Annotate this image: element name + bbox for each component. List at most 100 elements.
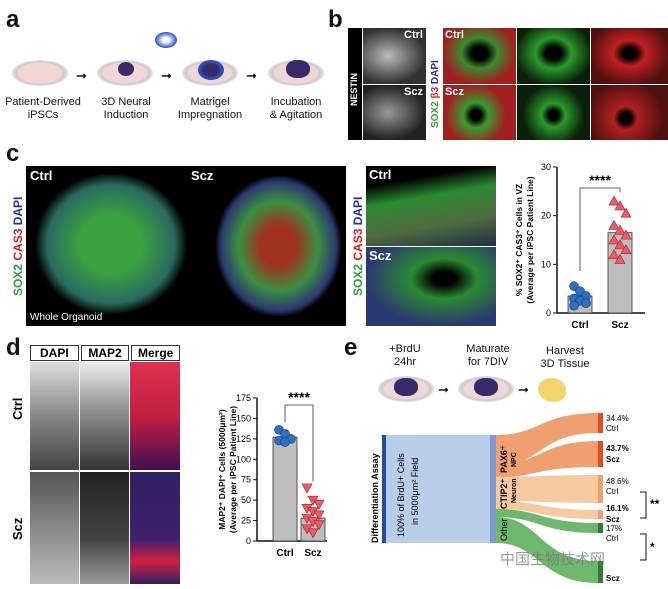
matrigel-droplet [155, 32, 177, 48]
merge-ctrl-image: Ctrl [443, 28, 516, 84]
source-edge [490, 435, 496, 543]
watermark: 中国生物技术网 [500, 551, 606, 568]
panel-label-b: b [328, 6, 343, 33]
source-label-2: in 5000μm² Field [410, 458, 420, 525]
nestin-strip: NESTIN [348, 28, 362, 140]
x-tick-label: Ctrl [571, 320, 588, 331]
svg-text:*: * [650, 540, 655, 554]
source-label-1: 100% of BrdU+ Cells [396, 453, 406, 537]
b3-scz-image [591, 85, 668, 140]
x-tick-label: Scz [611, 320, 628, 331]
bar-ctrl [272, 436, 298, 542]
data-point [307, 528, 319, 539]
assay-bar [382, 435, 386, 543]
significance-label: **** [288, 389, 310, 405]
organoid [474, 378, 498, 396]
sox2-ctrl-image [517, 28, 590, 84]
data-point [620, 244, 632, 255]
data-point [614, 224, 626, 235]
y-tick-label: 0 [246, 536, 251, 546]
merge-ctrl-image [130, 362, 180, 470]
y-tick-label: 25 [241, 516, 251, 526]
flow-other-scz [496, 517, 598, 583]
svg-text:Scz: Scz [606, 515, 620, 524]
y-axis-label-2: (Average per iPSC Patient Line) [228, 406, 238, 533]
svg-text:Ctrl: Ctrl [606, 424, 619, 433]
significance-label: **** [589, 172, 611, 188]
merge-scz-image [130, 472, 180, 584]
y-tick-label: 20 [541, 211, 551, 221]
data-point [301, 483, 313, 494]
svg-text:Scz: Scz [606, 574, 620, 583]
dapi-scz-image [30, 472, 79, 584]
header-merge: Merge [131, 345, 181, 361]
organoid-grown [286, 60, 310, 78]
data-point [313, 520, 325, 531]
svg-text:16.1%: 16.1% [606, 504, 629, 513]
data-point [620, 207, 632, 218]
stain-legend: SOX2 CAS3 DAPI [351, 196, 365, 296]
data-point [313, 499, 325, 510]
source-node [386, 435, 490, 543]
significance-bracket [284, 404, 314, 482]
data-point [614, 239, 626, 250]
node-other: Other [499, 518, 509, 541]
data-point [313, 510, 325, 521]
y-tick-label: 50 [241, 495, 251, 505]
arrow-icon: ➞ [76, 68, 87, 83]
y-tick-label: 100 [236, 454, 251, 464]
data-point [608, 234, 620, 245]
panel-label-e: e [344, 334, 358, 361]
arrow-icon: ➞ [161, 68, 172, 83]
y-axis-label: % SOX2⁺ CAS3⁺ Cells in VZ [514, 184, 524, 296]
step-label: Maturate for 7DIV [466, 343, 510, 368]
y-tick-label: 10 [541, 259, 551, 269]
arrow-icon: ➞ [246, 68, 257, 83]
stain-legend: SOX2 CAS3 DAPI [11, 196, 25, 296]
data-point [280, 437, 290, 447]
node-pax6: PAX6⁺ [499, 445, 509, 473]
column-headers: DAPI MAP2 Merge [30, 345, 181, 361]
flow-ctip2-scz [496, 501, 598, 519]
svg-text:Ctrl: Ctrl [606, 487, 619, 496]
data-point [608, 195, 620, 206]
flow-other-ctrl [496, 509, 598, 533]
whole-organoid-image: Ctrl Scz Whole Organoid [26, 166, 346, 326]
assay-label: Differentiation Assay [370, 453, 380, 543]
data-point [614, 200, 626, 211]
harvested-tissue [538, 378, 566, 402]
map2-scz-image [80, 472, 129, 584]
arrow-icon: ➞ [518, 382, 529, 397]
panel-label-c: c [6, 140, 20, 167]
data-point [608, 219, 620, 230]
step-label: Harvest 3D Tissue [540, 345, 590, 370]
header-dapi: DAPI [30, 345, 79, 361]
nestin-ctrl-image: Ctrl [363, 28, 426, 84]
step-label: Patient-Derived iPSCs [5, 96, 81, 121]
y-tick-label: 125 [236, 434, 251, 444]
vz-scz-image: Scz [366, 247, 496, 326]
data-point [620, 229, 632, 240]
node-neuron: Neuron [511, 479, 518, 504]
stain-legend: SOX2 β3 DAPI [430, 60, 441, 128]
matrigel-organoid [198, 60, 224, 80]
x-tick-label: Scz [304, 548, 321, 559]
data-point [569, 300, 579, 311]
x-tick-label: Ctrl [276, 548, 293, 559]
data-point [614, 253, 626, 264]
y-tick-label: 0 [546, 308, 551, 318]
significance-bracket [579, 187, 621, 271]
data-point [581, 298, 591, 309]
vz-ctrl-image: Ctrl [366, 166, 496, 246]
row-label-scz: Scz [10, 517, 25, 540]
organoid [394, 378, 418, 396]
arrow-icon: ➞ [438, 382, 449, 397]
svg-text:**: ** [650, 497, 660, 511]
step-label: Matrigel Impregnation [177, 96, 243, 121]
svg-text:Ctrl: Ctrl [606, 534, 619, 543]
row-label-ctrl: Ctrl [10, 397, 25, 420]
step-label: +BrdU 24hr [389, 343, 421, 368]
svg-text:43.7%: 43.7% [606, 444, 629, 453]
chart-sox2-cas3: 0 10 20 30 % SOX2⁺ CAS3⁺ Cells in VZ (Average… [514, 162, 645, 331]
